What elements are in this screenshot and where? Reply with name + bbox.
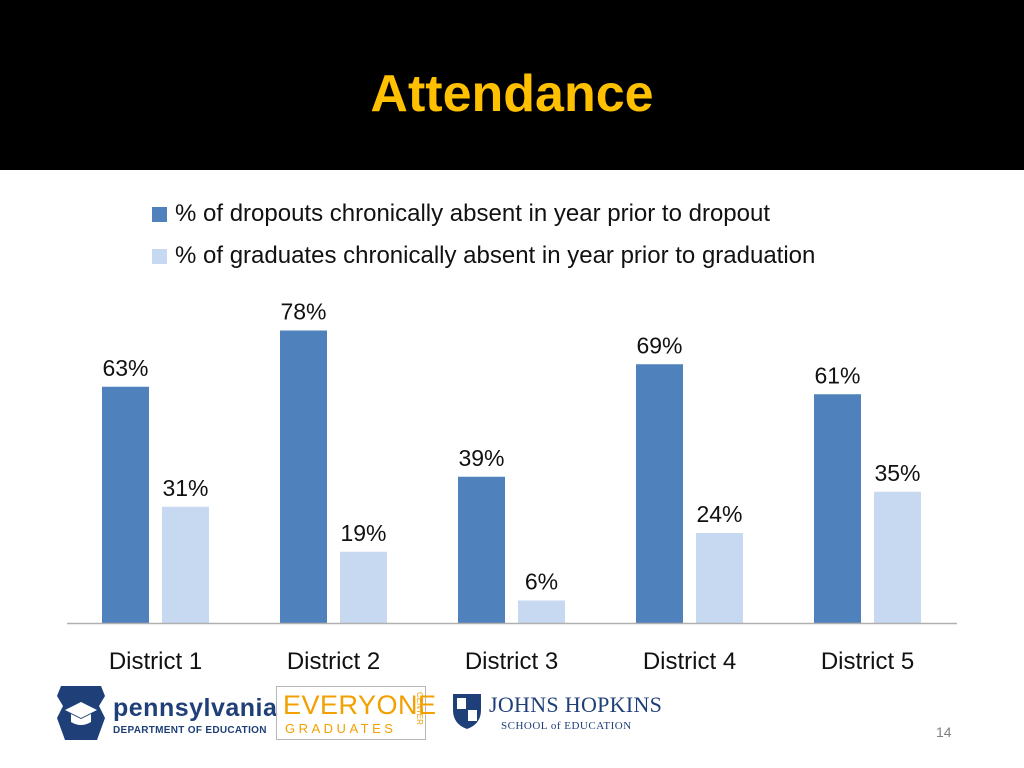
pennsylvania-education-logo: pennsylvania DEPARTMENT OF EDUCATION bbox=[55, 684, 277, 742]
johns-hopkins-education-logo: JOHNS HOPKINS SCHOOL of EDUCATION bbox=[449, 688, 662, 740]
data-label-graduates-district-4: 24% bbox=[696, 501, 742, 527]
center-wordmark: CENTER bbox=[415, 692, 424, 725]
page-number: 14 bbox=[936, 724, 952, 740]
category-label-district-3: District 3 bbox=[465, 648, 558, 675]
pennsylvania-wordmark: pennsylvania bbox=[113, 694, 278, 722]
bar-graduates-district-2 bbox=[340, 551, 387, 623]
johns-hopkins-wordmark: JOHNS HOPKINS bbox=[489, 692, 663, 717]
school-of-education-text: SCHOOL of EDUCATION bbox=[501, 720, 632, 732]
logo-strip: pennsylvania DEPARTMENT OF EDUCATION EVE… bbox=[0, 680, 1024, 750]
bar-dropouts-district-5 bbox=[814, 394, 861, 623]
bar-graduates-district-5 bbox=[874, 491, 921, 623]
data-label-dropouts-district-2: 78% bbox=[280, 299, 326, 325]
bar-dropouts-district-4 bbox=[636, 364, 683, 623]
title-bar: Attendance bbox=[0, 0, 1024, 170]
keystone-icon bbox=[57, 686, 105, 740]
data-label-graduates-district-2: 19% bbox=[340, 520, 386, 546]
category-label-district-4: District 4 bbox=[643, 648, 736, 675]
data-label-dropouts-district-1: 63% bbox=[102, 355, 148, 381]
bar-graduates-district-1 bbox=[162, 506, 209, 623]
legend-label-dropouts: % of dropouts chronically absent in year… bbox=[175, 200, 770, 227]
data-label-graduates-district-5: 35% bbox=[874, 460, 920, 486]
category-label-district-1: District 1 bbox=[109, 648, 202, 675]
legend-swatch-graduates bbox=[152, 248, 167, 264]
graduates-wordmark: GRADUATES bbox=[285, 721, 397, 736]
category-label-district-5: District 5 bbox=[821, 648, 914, 675]
bar-dropouts-district-2 bbox=[280, 330, 327, 623]
department-of-education-text: DEPARTMENT OF EDUCATION bbox=[113, 725, 267, 736]
everyone-graduates-center-logo: EVERYONE GRADUATES CENTER bbox=[276, 686, 436, 740]
bar-graduates-district-3 bbox=[518, 600, 565, 623]
slide-title: Attendance bbox=[370, 65, 654, 123]
data-label-dropouts-district-4: 69% bbox=[636, 332, 682, 358]
shield-icon bbox=[453, 694, 481, 729]
legend-label-graduates: % of graduates chronically absent in yea… bbox=[175, 242, 816, 269]
category-label-district-2: District 2 bbox=[287, 648, 380, 675]
legend-item-dropouts: % of dropouts chronically absent in year… bbox=[152, 193, 815, 235]
chart-legend: % of dropouts chronically absent in year… bbox=[152, 193, 815, 277]
data-label-dropouts-district-5: 61% bbox=[814, 362, 860, 388]
everyone-wordmark: EVERYONE bbox=[283, 690, 437, 720]
data-label-dropouts-district-3: 39% bbox=[458, 445, 504, 471]
bar-chart: 63% 78% 39% 69% 61% 31% 19% 6% 24% 35% District 1 D… bbox=[67, 299, 957, 675]
legend-item-graduates: % of graduates chronically absent in yea… bbox=[152, 235, 815, 277]
bar-dropouts-district-3 bbox=[458, 476, 505, 623]
legend-swatch-dropouts bbox=[152, 206, 167, 222]
bar-dropouts-district-1 bbox=[102, 386, 149, 623]
bar-graduates-district-4 bbox=[696, 533, 743, 623]
data-label-graduates-district-1: 31% bbox=[162, 475, 208, 501]
data-label-graduates-district-3: 6% bbox=[525, 569, 558, 595]
